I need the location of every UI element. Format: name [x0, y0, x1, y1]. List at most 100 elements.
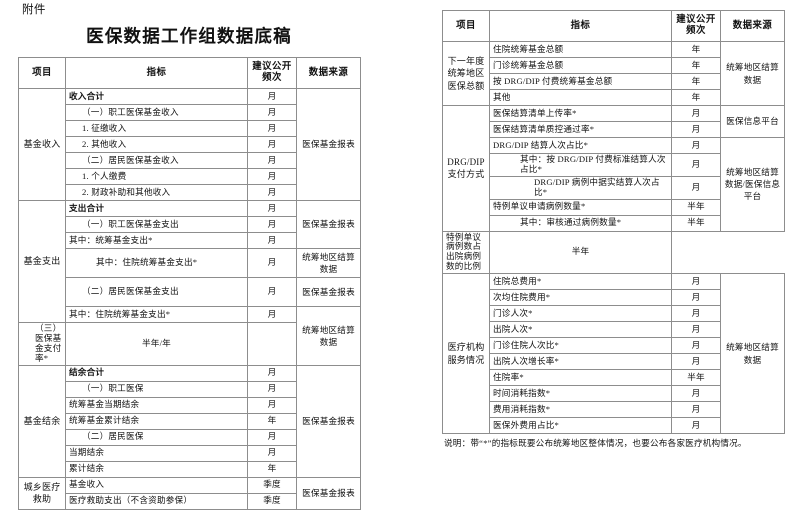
cell-indicator: 支出合计 — [65, 200, 248, 217]
cell-indicator: 特例单议申请病例数量* — [489, 198, 672, 216]
cell-indicator: 1. 征缴收入 — [65, 120, 248, 137]
cell-frequency: 半年/年 — [65, 322, 248, 366]
cell-frequency: 半年 — [671, 369, 721, 386]
cell-frequency: 月 — [671, 305, 721, 322]
cell-indicator: 医保结算清单上传率* — [489, 105, 672, 122]
cell-source: 统筹地区结算数据 — [296, 306, 361, 366]
cell-indicator: 次均住院费用* — [489, 289, 672, 306]
cell-frequency: 季度 — [247, 476, 297, 494]
table-row: 基金收入 收入合计月医保基金报表 — [18, 88, 361, 201]
cell-source: 统筹地区结算数据 — [296, 248, 361, 278]
document-page: 附件 医保数据工作组数据底稿 项目 指标 建议公开频次 数据来源 基金收入 收入合… — [18, 4, 785, 510]
cell-indicator: 住院总费用* — [489, 273, 672, 290]
cell-frequency: 月 — [247, 444, 297, 462]
cell-frequency: 月 — [671, 121, 721, 138]
cell-frequency: 年 — [247, 460, 297, 478]
header-frequency: 建议公开频次 — [671, 10, 721, 42]
table-row: 城乡医疗救助 基金收入 季度 医保基金报表 — [18, 476, 361, 510]
cell-frequency: 月 — [671, 175, 721, 200]
cell-indicator: 1. 个人缴费 — [65, 168, 248, 185]
cell-source: 医保基金报表 — [296, 88, 361, 201]
cell-frequency: 月 — [247, 380, 297, 398]
right-column: 项目 指标 建议公开频次 数据来源 下一年度统筹地区医保总额 住院统筹基金总额年统… — [442, 10, 785, 449]
table-header-row: 项目 指标 建议公开频次 数据来源 — [442, 10, 785, 42]
cell-indicator: DRG/DIP 病例中据实结算人次占比* — [489, 175, 672, 200]
cell-indicator: 其中：住院统筹基金支出* — [65, 306, 248, 323]
cell-indicator: 收入合计 — [65, 88, 248, 105]
cell-indicator: 医保外费用占比* — [489, 417, 672, 434]
cell-frequency: 月 — [247, 428, 297, 446]
table-row: 门诊人次* 月 — [443, 305, 785, 322]
cell-frequency: 月 — [671, 337, 721, 354]
cell-source: 医保信息平台 — [720, 105, 785, 138]
cell-indicator: 按 DRG/DIP 付费统筹基金总额 — [489, 73, 672, 90]
cell-indicator: 费用消耗指数* — [489, 401, 672, 418]
cell-frequency: 月 — [247, 168, 297, 185]
cell-frequency: 月 — [247, 396, 297, 414]
cell-frequency: 月 — [247, 248, 297, 278]
cell-source: 统筹地区结算数据/医保信息平台 — [720, 137, 785, 232]
cell-indicator: 时间消耗指数* — [489, 385, 672, 402]
cell-indicator: 统筹基金当期结余 — [65, 396, 248, 414]
cell-indicator: 门诊住院人次比* — [489, 337, 672, 354]
header-item: 项目 — [18, 57, 66, 89]
table-row: 医保结算清单质控通过率* 月 — [443, 121, 785, 138]
cell-frequency: 月 — [671, 321, 721, 338]
header-item: 项目 — [442, 10, 490, 42]
cell-indicator: 累计结余 — [65, 460, 248, 478]
table-row: 其中：住院统筹基金支出* 月统筹地区结算数据 — [19, 248, 361, 278]
cell-frequency: 月 — [671, 401, 721, 418]
cell-frequency: 月 — [247, 232, 297, 249]
left-table-body: 基金收入 收入合计月医保基金报表 （一）职工医保基金收入月 1. 征缴收入月 2. 其他… — [18, 88, 361, 510]
cell-indicator: 医疗救助支出（不含资助参保） — [65, 492, 248, 510]
table-row: 医保外费用占比* 月 — [443, 417, 785, 434]
cell-indicator: 统筹基金累计结余 — [65, 412, 248, 430]
table-row: 下一年度统筹地区医保总额 住院统筹基金总额年统筹地区结算数据 — [442, 41, 785, 106]
cell-source: 统筹地区结算数据 — [720, 273, 785, 434]
cell-source: 医保基金报表 — [296, 277, 361, 307]
header-frequency: 建议公开频次 — [247, 57, 297, 89]
cell-frequency: 季度 — [247, 492, 297, 510]
table-row: 当期结余月 — [19, 444, 361, 462]
table-row: 其他年 — [443, 89, 785, 106]
cell-frequency: 月 — [247, 216, 297, 233]
table-row: 医疗机构服务情况 住院总费用* 月统筹地区结算数据 — [442, 273, 785, 434]
cell-indicator: 出院人次增长率* — [489, 353, 672, 370]
cell-indicator: （一）职工医保基金支出 — [65, 216, 248, 233]
cell-source: 医保基金报表 — [296, 364, 361, 478]
table-row: 其中：审核通过病例数量* 半年 — [443, 214, 785, 232]
cell-indicator: 门诊统筹基金总额 — [489, 57, 672, 74]
cell-indicator: 其中：按 DRG/DIP 付费标准结算人次占比* — [489, 153, 672, 177]
footnote: 说明：带“*”的指标既要公布统筹地区整体情况，也要公布各家医疗机构情况。 — [444, 438, 747, 448]
cell-item: 医疗机构服务情况 — [442, 273, 490, 434]
cell-frequency: 月 — [671, 385, 721, 402]
cell-indicator: 出院人次* — [489, 321, 672, 338]
cell-source: 统筹地区结算数据 — [720, 41, 785, 106]
cell-source: 医保基金报表 — [296, 476, 361, 510]
cell-indicator: 门诊人次* — [489, 305, 672, 322]
cell-indicator: （三）医保基金支付率* — [18, 322, 66, 366]
table-row: 特例单议申请病例数量* 半年 — [443, 198, 785, 216]
cell-frequency: 月 — [247, 184, 297, 201]
cell-indicator: 2. 其他收入 — [65, 136, 248, 153]
cell-frequency: 年 — [671, 89, 721, 106]
table-row: DRG/DIP 结算人次占比* 月统筹地区结算数据/医保信息平台 — [443, 137, 785, 232]
left-column: 附件 医保数据工作组数据底稿 项目 指标 建议公开频次 数据来源 基金收入 收入合… — [18, 0, 361, 510]
table-row: 费用消耗指数* 月 — [443, 401, 785, 418]
table-row: 出院人次* 月 — [443, 321, 785, 338]
header-source: 数据来源 — [296, 57, 361, 89]
cell-indicator: 基金收入 — [65, 476, 248, 494]
cell-indicator: （一）职工医保 — [65, 380, 248, 398]
table-row: 门诊住院人次比* 月 — [443, 337, 785, 354]
attachment-label: 附件 — [22, 4, 46, 16]
cell-frequency: 月 — [247, 364, 297, 382]
table-row: 按 DRG/DIP 付费统筹基金总额年 — [443, 73, 785, 90]
table-row: （二）居民医保基金支出月医保基金报表 — [19, 277, 361, 307]
cell-frequency: 月 — [671, 417, 721, 434]
table-row: 1. 个人缴费月 — [19, 168, 361, 185]
page-title: 医保数据工作组数据底稿 — [86, 26, 292, 46]
cell-indicator: （二）居民医保 — [65, 428, 248, 446]
cell-frequency: 月 — [247, 200, 297, 217]
cell-frequency: 月 — [247, 306, 297, 323]
cell-indicator: 其他 — [489, 89, 672, 106]
